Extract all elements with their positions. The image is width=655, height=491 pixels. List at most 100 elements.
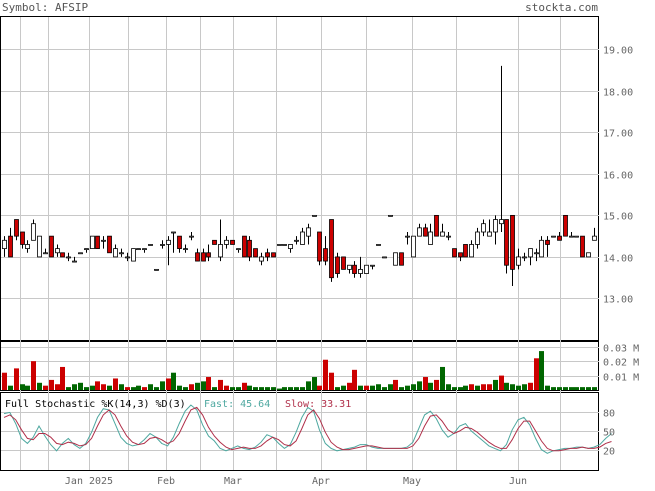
- stochastic-tick-label: 80: [603, 409, 615, 420]
- candle-body: [428, 231, 433, 245]
- candle-body: [481, 223, 486, 233]
- candle-body: [417, 227, 422, 237]
- candle-body: [458, 252, 463, 258]
- volume-bar: [253, 387, 258, 390]
- candle: [475, 227, 480, 249]
- candle-body: [142, 248, 147, 251]
- candle-body: [463, 244, 468, 258]
- candle-body: [586, 252, 591, 258]
- volume-bar: [493, 379, 498, 390]
- price-tick-label: 14.00: [603, 254, 633, 265]
- stochastic-title: Full Stochastic %K(14,3) %D(3): [5, 399, 186, 410]
- candle: [423, 223, 428, 237]
- candle: [183, 244, 188, 253]
- price-panel: [2, 65, 597, 286]
- candle: [574, 235, 579, 238]
- volume-bar: [504, 382, 509, 390]
- candle: [148, 244, 153, 246]
- candle-body: [516, 256, 521, 266]
- volume-bar: [300, 387, 305, 390]
- candle-body: [393, 252, 398, 266]
- candle: [119, 248, 124, 257]
- candle: [440, 223, 445, 237]
- volume-bar: [376, 384, 381, 390]
- candle-body: [177, 235, 182, 250]
- volume-bar: [183, 387, 188, 390]
- candle-body: [475, 231, 480, 245]
- candle: [14, 219, 19, 241]
- candle-body: [469, 244, 474, 258]
- volume-bar: [516, 385, 521, 390]
- candle-body: [259, 256, 264, 262]
- volume-bar: [189, 384, 194, 390]
- candle-body: [148, 244, 153, 246]
- candle: [434, 214, 439, 237]
- candle: [545, 236, 550, 257]
- candle-body: [300, 231, 305, 245]
- volume-tick-label: 0.03 M: [603, 344, 639, 355]
- candle-body: [405, 235, 410, 238]
- candle-body: [510, 214, 515, 270]
- candle: [499, 65, 504, 232]
- candle-body: [440, 231, 445, 237]
- candle-body: [37, 235, 42, 258]
- x-tick-label: Apr: [312, 476, 330, 486]
- candle-body: [434, 214, 439, 237]
- candle: [259, 252, 264, 266]
- candle: [78, 252, 83, 255]
- volume-bar: [399, 387, 404, 390]
- symbol-label: Symbol: AFSIP: [2, 1, 88, 14]
- volume-bar: [528, 382, 533, 390]
- candle-body: [306, 227, 311, 237]
- candle: [452, 248, 457, 258]
- candle: [136, 248, 141, 251]
- volume-bar: [288, 387, 293, 390]
- candle: [288, 244, 293, 253]
- candle-body: [499, 219, 504, 225]
- candle: [107, 235, 112, 254]
- candle: [282, 244, 287, 246]
- candle-body: [504, 219, 509, 266]
- volume-bar: [277, 388, 282, 390]
- candle-body: [423, 227, 428, 237]
- candle-body: [31, 223, 36, 241]
- volume-bar: [148, 384, 153, 390]
- volume-tick-label: 0.02 M: [603, 358, 639, 369]
- x-tick-label: Jun: [509, 476, 527, 486]
- volume-bar: [136, 385, 141, 390]
- candle: [300, 227, 305, 245]
- candle-body: [294, 239, 299, 242]
- volume-bar: [125, 387, 130, 390]
- candle: [294, 236, 299, 245]
- candle: [236, 248, 241, 253]
- candle-body: [43, 252, 48, 255]
- candle: [2, 236, 7, 257]
- volume-bar: [195, 382, 200, 390]
- candle-body: [25, 244, 30, 250]
- volume-bar: [60, 366, 65, 390]
- candle: [101, 236, 106, 249]
- volume-bar: [475, 385, 480, 390]
- volume-bar: [452, 387, 457, 390]
- candle-body: [277, 244, 282, 246]
- candle-body: [253, 248, 258, 258]
- volume-bar: [236, 387, 241, 390]
- candle: [242, 235, 247, 258]
- volume-bar: [201, 381, 206, 390]
- candle-body: [545, 239, 550, 245]
- volume-bar: [539, 351, 544, 390]
- candle: [534, 248, 539, 262]
- stochastic-slow-line: [3, 406, 612, 452]
- candle: [206, 244, 211, 262]
- candle-body: [528, 248, 533, 258]
- candle: [90, 235, 95, 250]
- candle: [49, 235, 54, 258]
- volume-bar: [14, 368, 19, 390]
- candle-body: [136, 248, 141, 251]
- candle: [177, 235, 182, 253]
- volume-bar: [113, 378, 118, 390]
- candle-body: [358, 268, 363, 274]
- volume-bar: [119, 384, 124, 390]
- candle-body: [446, 235, 451, 238]
